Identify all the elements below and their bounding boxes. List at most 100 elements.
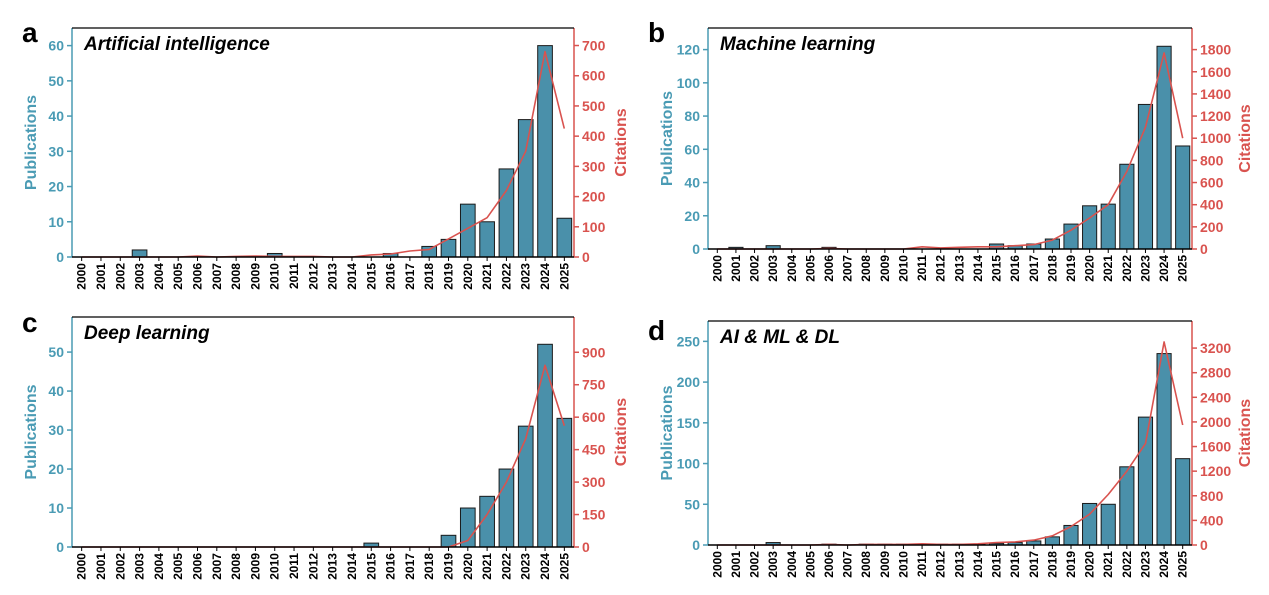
ytick-right-label: 800 <box>1200 152 1224 168</box>
ytick-right-label: 1600 <box>1200 64 1231 80</box>
ytick-left-label: 60 <box>684 141 700 157</box>
xtick-label: 2023 <box>519 553 533 580</box>
ytick-left-label: 30 <box>48 143 64 159</box>
ytick-left-label: 30 <box>48 422 64 438</box>
ytick-right-label: 700 <box>582 38 606 54</box>
panel-title: Deep learning <box>84 323 210 344</box>
ytick-left-label: 20 <box>684 208 700 224</box>
xtick-label: 2016 <box>1008 551 1022 578</box>
xtick-label: 2022 <box>1120 255 1134 282</box>
xtick-label: 2011 <box>287 263 301 289</box>
bar-publications <box>1137 416 1154 546</box>
xtick-label: 2006 <box>822 255 836 282</box>
xtick-label: 2018 <box>422 263 436 290</box>
ytick-left-label: 40 <box>684 175 700 191</box>
xtick-label: 2001 <box>729 551 743 578</box>
xtick-label: 2007 <box>210 553 224 580</box>
ytick-right-label: 1000 <box>1200 130 1231 146</box>
ytick-right-label: 200 <box>582 189 606 205</box>
ytick-right-label: 400 <box>1200 512 1224 528</box>
ytick-right-label: 1200 <box>1200 463 1231 479</box>
xtick-label: 2013 <box>326 263 340 290</box>
xtick-label: 2021 <box>1101 255 1115 282</box>
bar-publications <box>1156 353 1172 546</box>
xtick-label: 2014 <box>971 551 985 578</box>
xtick-label: 2021 <box>1101 551 1115 578</box>
xtick-label: 2009 <box>878 551 892 578</box>
ytick-left-label: 50 <box>48 73 64 89</box>
xtick-label: 2017 <box>1027 255 1041 282</box>
xtick-label: 2002 <box>113 553 127 580</box>
xtick-label: 2000 <box>710 255 724 282</box>
ytick-left-label: 50 <box>48 344 64 360</box>
panel-d: d AI & ML & DL 0 50 100 150 200 250 0 400 800 1200 1… <box>648 315 1254 578</box>
ytick-left-label: 40 <box>48 108 64 124</box>
panel-letter: d <box>648 315 665 346</box>
ytick-left-label: 0 <box>692 537 700 553</box>
xtick-label: 2000 <box>710 551 724 578</box>
ytick-right-label: 750 <box>582 377 606 393</box>
xtick-label: 2000 <box>75 553 89 580</box>
xtick-label: 2006 <box>191 263 205 290</box>
xtick-label: 2012 <box>306 263 320 290</box>
ytick-right-label: 600 <box>1200 175 1224 191</box>
xtick-label: 2010 <box>268 553 282 580</box>
ytick-left-label: 250 <box>677 333 701 349</box>
xtick-label: 2025 <box>1176 551 1190 578</box>
xtick-label: 2013 <box>326 553 340 580</box>
xtick-label: 2001 <box>94 553 108 580</box>
ytick-right-label: 2400 <box>1200 389 1231 405</box>
ytick-right-label: 100 <box>582 219 606 235</box>
xtick-label: 2007 <box>210 263 224 290</box>
ylabel-left: Publications <box>659 385 676 480</box>
ytick-left-label: 200 <box>677 374 701 390</box>
xtick-label: 2022 <box>499 553 513 580</box>
xtick-label: 2025 <box>557 553 571 580</box>
xtick-label: 2002 <box>113 263 127 290</box>
xtick-label: 2015 <box>364 553 378 580</box>
bar-publications <box>1119 163 1135 250</box>
xtick-label: 2004 <box>785 255 799 282</box>
xtick-label: 2003 <box>133 263 147 290</box>
xtick-label: 2014 <box>971 255 985 282</box>
bar-publications <box>1100 203 1116 250</box>
xtick-label: 2020 <box>461 263 475 290</box>
ylabel-right: Citations <box>1237 399 1254 468</box>
xtick-label: 2006 <box>191 553 205 580</box>
ytick-right-label: 600 <box>582 68 606 84</box>
xtick-label: 2012 <box>934 551 948 578</box>
panel-a: a Artificial intelligence0102030405060010… <box>22 17 630 290</box>
ytick-right-label: 2800 <box>1200 365 1231 381</box>
xtick-label: 2019 <box>1064 255 1078 282</box>
xtick-label: 2020 <box>461 553 475 580</box>
xtick-label: 2022 <box>499 263 513 290</box>
xtick-label: 2010 <box>268 263 282 290</box>
xtick-label: 2025 <box>557 263 571 290</box>
ytick-right-label: 400 <box>1200 197 1224 213</box>
ytick-left-label: 0 <box>56 249 64 265</box>
ytick-right-label: 200 <box>1200 219 1224 235</box>
ytick-right-label: 500 <box>582 98 606 114</box>
bar-publications <box>479 221 495 258</box>
xtick-label: 2024 <box>538 553 552 580</box>
panel-title: Machine learning <box>720 34 876 55</box>
ytick-left-label: 40 <box>48 383 64 399</box>
ytick-right-label: 0 <box>582 539 590 555</box>
panel-letter: b <box>648 17 665 48</box>
xtick-label: 2020 <box>1083 255 1097 282</box>
bar-publications <box>1044 536 1060 546</box>
ytick-right-label: 0 <box>582 249 590 265</box>
ytick-left-label: 50 <box>684 496 700 512</box>
ytick-right-label: 1200 <box>1200 108 1231 124</box>
ytick-left-label: 100 <box>677 75 701 91</box>
ytick-right-label: 3200 <box>1200 340 1231 356</box>
xtick-label: 2014 <box>345 263 359 290</box>
ytick-left-label: 120 <box>677 42 701 58</box>
ytick-left-label: 60 <box>48 38 64 54</box>
bar-publications <box>498 168 515 258</box>
xtick-label: 2001 <box>94 263 108 290</box>
ytick-left-label: 10 <box>48 214 64 230</box>
bar-publications <box>1175 145 1191 250</box>
panel-b: b Machine learning02040608010012002004006… <box>648 17 1254 282</box>
